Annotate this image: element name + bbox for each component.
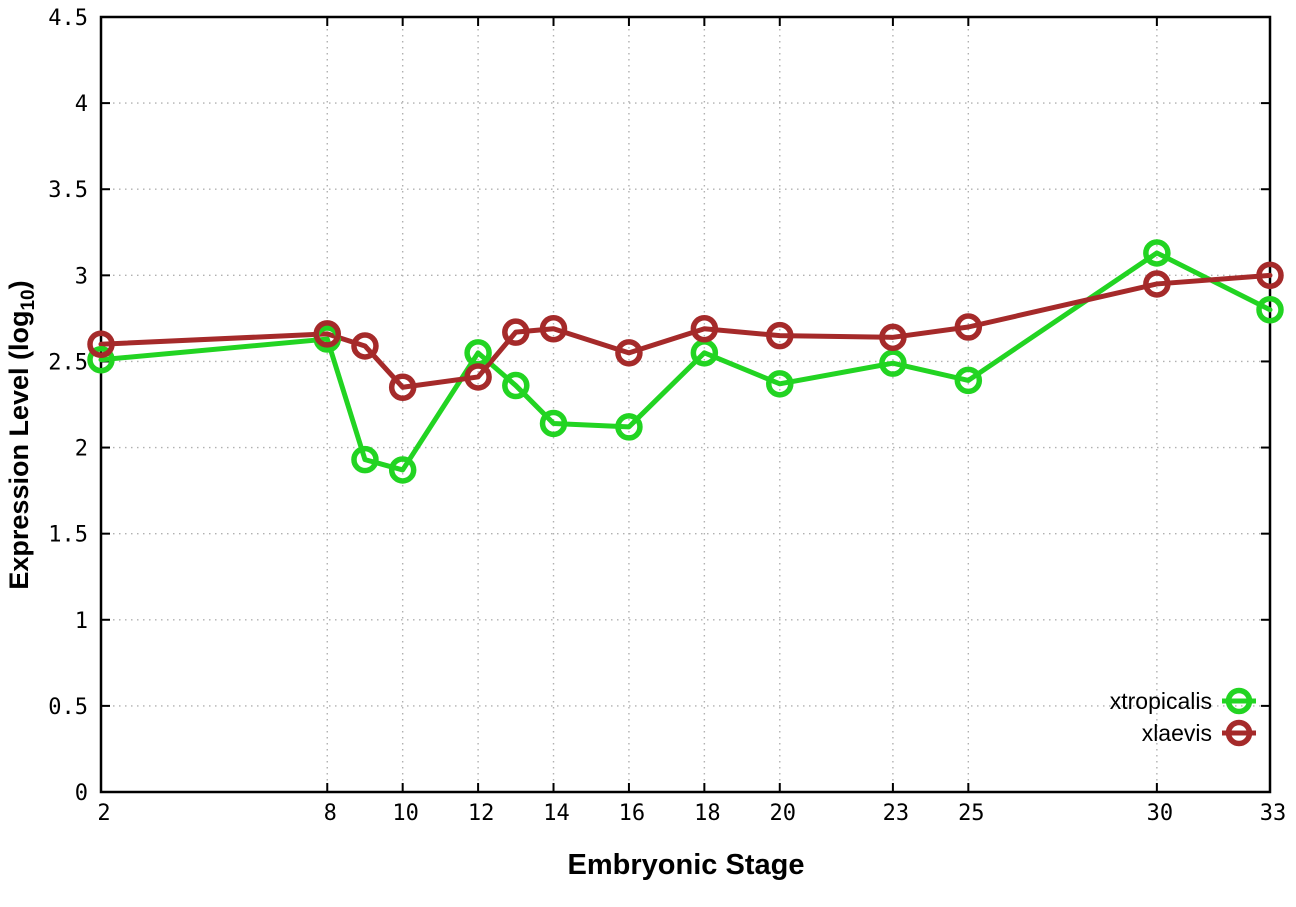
x-axis-tick-label: 10 — [392, 801, 419, 826]
x-axis-tick-label: 20 — [770, 801, 797, 826]
legend-sample-marker-xtropicalis — [1225, 687, 1253, 715]
x-axis-title: Embryonic Stage — [567, 849, 805, 881]
data-point-xtropicalis-stage-16 — [615, 413, 643, 441]
legend-sample-marker-xlaevis — [1225, 719, 1253, 747]
data-point-xlaevis-stage-25 — [954, 313, 983, 341]
y-axis-tick-label: 2.5 — [48, 350, 88, 375]
x-axis-tick-label: 2 — [97, 801, 110, 826]
x-axis-tick-label: 23 — [883, 801, 910, 826]
y-axis-tick-label: 3.5 — [48, 178, 88, 203]
x-axis-tick-label: 12 — [468, 801, 495, 826]
y-axis-tick-label: 1 — [75, 609, 88, 634]
y-axis-tick-label: 0.5 — [48, 695, 88, 720]
x-axis-tick-label: 30 — [1147, 801, 1174, 826]
data-point-xlaevis-stage-23 — [879, 323, 907, 352]
legend-label-xlaevis: xlaevis — [1142, 720, 1212, 746]
data-point-xlaevis-stage-9 — [351, 332, 379, 360]
data-point-xlaevis-stage-30 — [1143, 270, 1171, 298]
x-axis-tick-label: 25 — [958, 801, 985, 826]
data-point-xtropicalis-stage-14 — [539, 409, 568, 438]
data-point-xlaevis-stage-14 — [539, 314, 568, 343]
data-point-xtropicalis-stage-30 — [1143, 239, 1171, 267]
data-point-xlaevis-stage-16 — [615, 339, 643, 367]
legend-label-xtropicalis: xtropicalis — [1110, 688, 1212, 714]
x-axis-tick-label: 33 — [1260, 801, 1287, 826]
y-axis-title: Expression Level (log10) — [4, 280, 40, 589]
y-axis-title-subscript: 10 — [18, 289, 39, 311]
x-axis-tick-label: 8 — [324, 801, 337, 826]
data-point-xtropicalis-stage-23 — [879, 349, 907, 377]
x-axis-tick-label: 18 — [694, 801, 721, 826]
data-point-xlaevis-stage-10 — [388, 373, 417, 402]
y-axis-tick-label: 0 — [75, 781, 88, 806]
data-point-xtropicalis-stage-13 — [502, 371, 530, 400]
y-axis-tick-label: 4.5 — [48, 6, 88, 31]
data-point-xtropicalis-stage-9 — [351, 445, 379, 474]
data-point-xlaevis-stage-20 — [766, 321, 794, 350]
data-point-xtropicalis-stage-2 — [87, 345, 115, 374]
y-axis-tick-label: 1.5 — [48, 523, 88, 548]
data-point-xtropicalis-stage-10 — [388, 456, 417, 484]
data-point-xlaevis-stage-18 — [690, 314, 719, 343]
y-axis-tick-label: 3 — [75, 264, 88, 289]
x-axis-tick-label: 14 — [543, 801, 570, 826]
data-point-xtropicalis-stage-20 — [766, 370, 794, 398]
data-point-xlaevis-stage-13 — [502, 318, 530, 346]
y-axis-tick-label: 4 — [75, 92, 88, 117]
y-axis-tick-label: 2 — [75, 437, 88, 462]
data-point-xlaevis-stage-33 — [1256, 261, 1284, 290]
plot-border — [99, 15, 1272, 794]
y-axis-title-text: Expression Level (log — [4, 310, 34, 590]
x-axis-tick-label: 16 — [619, 801, 646, 826]
data-point-xlaevis-stage-8 — [313, 320, 342, 348]
data-point-xtropicalis-stage-25 — [954, 366, 983, 395]
data-point-xtropicalis-stage-33 — [1256, 296, 1284, 324]
data-point-xlaevis-stage-2 — [87, 330, 115, 358]
y-axis-title-close: ) — [4, 280, 34, 290]
data-point-xlaevis-stage-12 — [464, 363, 492, 391]
